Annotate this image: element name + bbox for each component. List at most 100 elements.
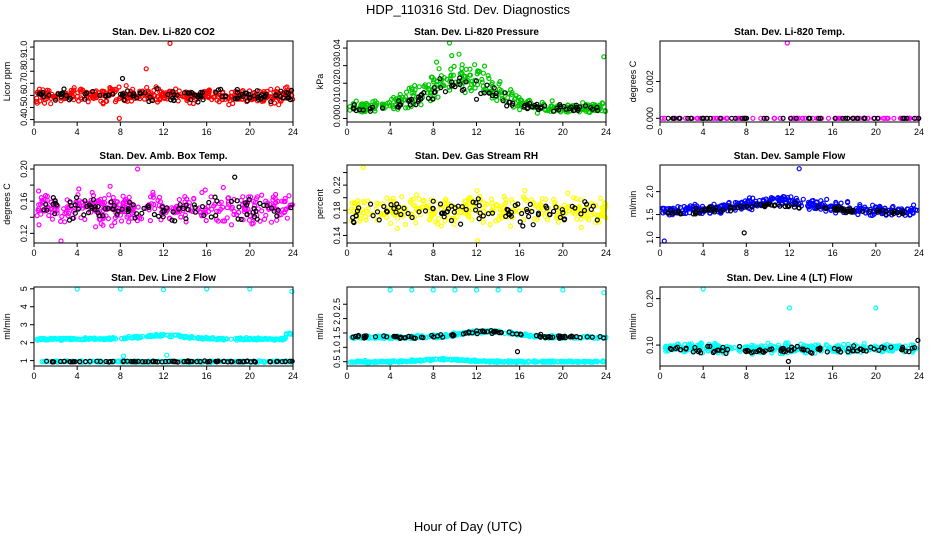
data-point	[97, 358, 104, 365]
x-tick-label: 24	[914, 371, 924, 381]
data-point	[505, 95, 511, 101]
data-point	[191, 195, 197, 201]
data-point	[529, 208, 535, 215]
data-point	[218, 199, 224, 205]
y-tick-label: 0.00	[332, 110, 342, 128]
x-tick-label: 16	[515, 248, 525, 258]
data-point	[185, 358, 191, 364]
data-point	[181, 90, 188, 96]
data-point	[455, 203, 461, 209]
data-point	[521, 216, 527, 223]
outlier-point	[915, 337, 921, 343]
data-point	[574, 216, 580, 222]
data-point	[52, 211, 58, 217]
data-point	[52, 200, 59, 206]
data-point	[698, 350, 704, 356]
data-point	[372, 334, 379, 340]
data-point	[55, 91, 61, 97]
data-point	[793, 115, 799, 121]
data-point	[863, 348, 869, 354]
data-point	[501, 193, 507, 200]
data-point	[447, 356, 454, 362]
data-point	[361, 200, 367, 206]
data-point	[252, 359, 258, 365]
x-tick-label: 20	[871, 248, 881, 258]
data-point	[533, 333, 540, 339]
data-point	[509, 200, 516, 206]
data-point	[563, 210, 569, 216]
data-point	[52, 97, 59, 103]
x-tick-label: 20	[245, 248, 255, 258]
data-point	[588, 212, 595, 218]
x-tick-label: 8	[118, 248, 123, 258]
data-points	[346, 164, 609, 244]
data-point	[561, 103, 567, 110]
data-points	[347, 287, 609, 366]
data-point	[538, 105, 544, 111]
y-tick-label: 0.14	[332, 227, 342, 245]
data-point	[282, 198, 288, 205]
data-point	[175, 98, 181, 104]
data-point	[543, 208, 550, 214]
data-point	[376, 217, 382, 223]
data-point	[257, 200, 263, 206]
data-point	[287, 202, 293, 208]
data-point	[75, 203, 81, 209]
data-point	[683, 210, 689, 216]
data-point	[575, 359, 582, 365]
data-point	[514, 331, 520, 337]
data-point	[253, 208, 259, 214]
data-point	[355, 334, 361, 340]
data-point	[724, 346, 731, 353]
data-point	[234, 89, 240, 96]
y-tick-label: 1.5	[332, 327, 342, 340]
data-point	[489, 200, 495, 206]
data-point	[223, 93, 229, 99]
data-point	[496, 81, 502, 87]
data-point	[595, 107, 601, 114]
data-point	[742, 198, 749, 204]
x-tick-label: 24	[601, 127, 611, 137]
data-point	[538, 202, 545, 208]
plot-frame	[659, 40, 920, 123]
data-point	[368, 201, 374, 207]
outlier-point	[143, 66, 149, 72]
data-point	[418, 102, 424, 108]
data-point	[49, 216, 56, 222]
data-point	[263, 212, 269, 218]
data-point	[904, 115, 910, 121]
outlier-point	[495, 287, 501, 293]
data-point	[442, 333, 448, 340]
data-point	[71, 85, 77, 91]
data-point	[742, 348, 748, 354]
data-point	[825, 115, 832, 121]
data-point	[570, 195, 577, 201]
data-point	[462, 198, 468, 204]
data-point	[38, 195, 44, 201]
data-point	[881, 345, 887, 351]
data-point	[38, 91, 45, 98]
x-tick-label: 8	[744, 371, 749, 381]
data-point	[405, 210, 411, 217]
data-point	[809, 350, 815, 356]
data-point	[584, 334, 590, 340]
outlier-point	[120, 353, 127, 359]
data-point	[169, 334, 175, 340]
data-point	[486, 90, 492, 96]
data-point	[105, 92, 111, 98]
data-point	[901, 115, 908, 121]
data-point	[850, 345, 857, 351]
data-point	[670, 115, 676, 121]
data-point	[450, 72, 456, 78]
data-point	[94, 93, 100, 99]
data-point	[228, 336, 234, 342]
data-point	[391, 205, 397, 212]
data-point	[241, 358, 247, 365]
data-point	[476, 203, 482, 209]
data-point	[783, 340, 789, 346]
data-point	[832, 115, 838, 121]
data-point	[727, 208, 734, 214]
data-point	[147, 94, 153, 100]
data-point	[159, 92, 165, 98]
data-point	[151, 211, 157, 218]
